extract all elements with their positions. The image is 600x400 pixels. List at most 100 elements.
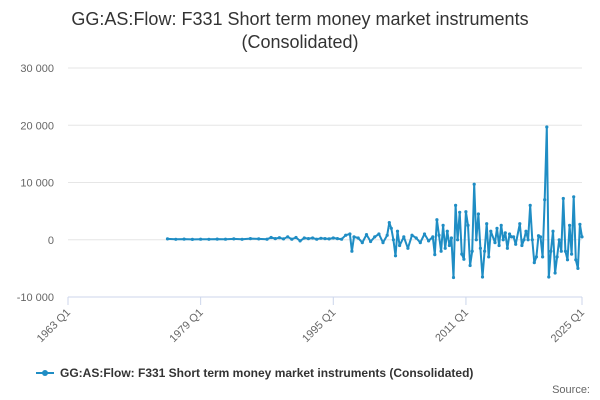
data-point[interactable] [319,236,323,240]
data-point[interactable] [344,233,348,237]
data-point[interactable] [522,238,526,242]
data-point[interactable] [340,237,344,241]
data-point[interactable] [507,232,512,236]
data-point[interactable] [431,235,435,239]
data-point[interactable] [518,222,522,226]
data-point[interactable] [302,236,306,240]
data-point[interactable] [240,237,244,241]
data-point[interactable] [568,223,572,227]
data-point[interactable] [497,243,501,248]
data-point[interactable] [269,235,273,240]
data-point[interactable] [418,241,422,245]
data-point[interactable] [555,255,559,259]
data-point[interactable] [534,255,539,259]
data-point[interactable] [549,249,553,253]
data-point[interactable] [574,258,578,262]
data-point[interactable] [559,249,563,253]
data-point[interactable] [532,261,536,265]
data-point[interactable] [435,218,439,222]
data-point[interactable] [232,237,236,241]
data-point[interactable] [391,238,395,242]
data-point[interactable] [563,249,568,253]
data-point[interactable] [480,275,485,279]
data-point[interactable] [530,238,534,242]
data-point[interactable] [458,210,462,214]
data-point[interactable] [514,242,518,246]
data-point[interactable] [398,243,402,248]
data-point[interactable] [551,229,555,233]
data-point[interactable] [441,223,445,227]
data-point[interactable] [174,237,178,241]
data-point[interactable] [576,266,580,270]
data-point[interactable] [402,235,406,239]
data-point[interactable] [543,198,547,202]
data-point[interactable] [565,258,570,262]
data-point[interactable] [257,237,261,241]
data-point[interactable] [489,229,493,233]
data-point[interactable] [190,237,194,241]
data-point[interactable] [433,253,437,257]
data-point[interactable] [290,237,294,241]
data-point[interactable] [580,235,584,239]
data-point[interactable] [445,229,449,233]
data-point[interactable] [483,249,487,253]
data-point[interactable] [223,237,228,241]
data-point[interactable] [199,237,203,241]
data-point[interactable] [524,229,528,233]
data-point[interactable] [395,229,400,233]
data-point[interactable] [503,231,507,235]
data-point[interactable] [495,226,499,230]
data-point[interactable] [520,243,524,248]
data-point[interactable] [466,223,470,227]
data-point[interactable] [511,235,516,239]
data-point[interactable] [298,239,302,243]
data-point[interactable] [451,275,456,280]
data-point[interactable] [427,239,431,243]
data-point[interactable] [493,241,497,245]
data-point[interactable] [306,237,310,241]
data-point[interactable] [538,235,543,239]
data-point[interactable] [207,237,211,241]
data-point[interactable] [528,203,532,207]
data-point[interactable] [557,238,561,242]
data-point[interactable] [364,233,369,237]
data-point[interactable] [350,249,354,253]
data-point[interactable] [499,223,503,227]
data-point[interactable] [501,238,505,242]
data-point[interactable] [406,246,410,250]
data-point[interactable] [454,203,458,207]
data-point[interactable] [331,236,335,240]
data-point[interactable] [369,239,373,244]
data-point[interactable] [526,238,530,242]
data-point[interactable] [474,238,478,242]
data-point[interactable] [414,236,418,240]
data-point[interactable] [335,237,339,241]
data-point[interactable] [165,237,170,241]
data-point[interactable] [545,125,549,129]
data-point[interactable] [485,222,489,226]
data-point[interactable] [385,233,389,237]
data-point[interactable] [443,246,447,250]
data-point[interactable] [281,237,286,241]
data-point[interactable] [460,252,464,256]
data-point[interactable] [373,235,377,239]
data-point[interactable] [437,233,441,237]
legend[interactable]: GG:AS:Flow: F331 Short term money market… [36,366,473,380]
data-point[interactable] [387,221,391,225]
data-point[interactable] [439,249,443,253]
data-point[interactable] [541,255,545,259]
data-point[interactable] [348,232,352,236]
data-point[interactable] [462,257,466,261]
data-point[interactable] [311,236,315,240]
data-point[interactable] [464,210,468,214]
data-point[interactable] [323,237,327,241]
data-point[interactable] [561,196,565,201]
data-point[interactable] [553,271,557,275]
data-point[interactable] [277,236,281,240]
data-point[interactable] [352,235,356,239]
data-point[interactable] [572,195,576,199]
data-point[interactable] [215,237,219,241]
data-point[interactable] [487,255,491,259]
data-point[interactable] [265,237,269,241]
data-point[interactable] [286,235,290,239]
